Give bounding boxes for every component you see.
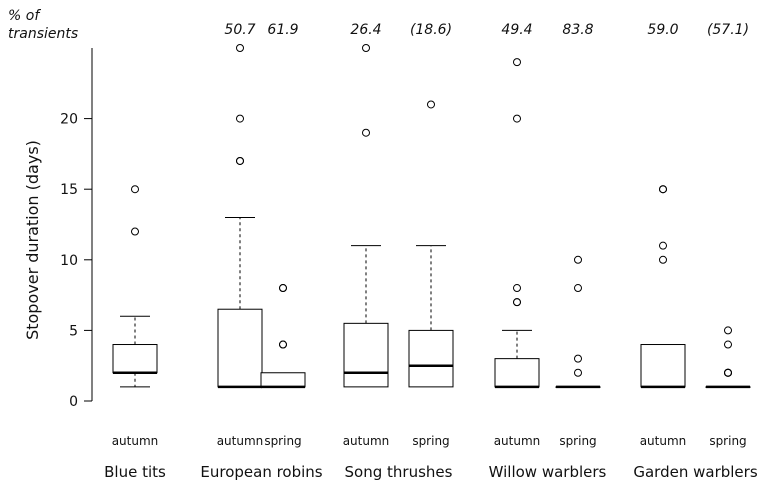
box-iqr — [408, 329, 454, 388]
transients-percent-label: 61.9 — [267, 22, 298, 38]
season-label: autumn — [640, 434, 687, 448]
group-blue-tits: autumn Blue tits — [104, 185, 166, 481]
y-tick-label: 20 — [60, 112, 78, 128]
outlier-point — [236, 44, 244, 52]
outlier-point — [724, 368, 732, 377]
y-tick-label: 15 — [60, 182, 78, 198]
season-label: spring — [559, 434, 596, 448]
outlier-point — [513, 58, 521, 67]
species-label: Willow warblers — [489, 463, 607, 481]
y-tick-label: 0 — [69, 394, 78, 410]
group-willow-warblers: autumn 49.4 spring 83.8 Willow warblers — [489, 22, 607, 481]
transients-header-line1: % of — [8, 8, 41, 24]
species-label: Blue tits — [104, 463, 166, 481]
chart-marks: autumn Blue tits autumn 50.7 spring 61.9 Europ… — [104, 22, 758, 481]
transients-header-line2: transients — [8, 26, 78, 42]
box-iqr — [260, 372, 306, 388]
outlier-point — [131, 227, 139, 236]
outlier-point — [279, 340, 287, 349]
transients-percent-label: 26.4 — [350, 22, 381, 38]
outlier-point — [131, 185, 139, 194]
box-iqr — [112, 344, 158, 374]
transients-percent-label: (18.6) — [410, 22, 452, 38]
transients-percent-label: (57.1) — [707, 22, 749, 38]
outlier-point — [427, 100, 435, 109]
season-label: spring — [412, 434, 449, 448]
transients-percent-label: 83.8 — [562, 22, 593, 38]
outlier-point — [513, 298, 521, 307]
season-label: spring — [709, 434, 746, 448]
outlier-point — [574, 368, 582, 377]
box-iqr — [343, 322, 389, 388]
outlier-point — [574, 255, 582, 264]
transients-percent-label: 59.0 — [647, 22, 678, 38]
species-label: Song thrushes — [345, 463, 453, 481]
outlier-point — [659, 255, 667, 264]
y-axis-label: Stopover duration (days) — [23, 140, 42, 340]
outlier-point — [236, 114, 244, 123]
y-tick-label: 10 — [60, 253, 78, 269]
season-label: spring — [264, 434, 301, 448]
season-label: autumn — [494, 434, 541, 448]
species-label: Garden warblers — [633, 463, 757, 481]
group-garden-warblers: autumn 59.0 spring (57.1) Garden warblers — [633, 22, 757, 481]
outlier-point — [362, 128, 370, 137]
outlier-point — [659, 241, 667, 250]
outlier-point — [724, 340, 732, 349]
group-european-robins: autumn 50.7 spring 61.9 European robins — [200, 22, 322, 481]
box-iqr — [217, 308, 263, 388]
outlier-point — [724, 326, 732, 335]
y-tick-label: 5 — [69, 323, 78, 339]
y-axis-ticks: 0 5 10 15 20 — [60, 112, 92, 410]
outlier-point — [236, 156, 244, 165]
outlier-point — [513, 114, 521, 123]
outlier-point — [659, 185, 667, 194]
transients-percent-label: 49.4 — [501, 22, 532, 38]
outlier-point — [574, 354, 582, 363]
box-iqr — [640, 344, 686, 388]
outlier-point — [362, 44, 370, 52]
season-label: autumn — [112, 434, 159, 448]
box-iqr — [494, 358, 540, 388]
species-label: European robins — [200, 463, 322, 481]
transients-percent-label: 50.7 — [224, 22, 255, 38]
group-song-thrushes: autumn 26.4 spring (18.6) Song thrushes — [343, 22, 454, 481]
season-label: autumn — [343, 434, 390, 448]
outlier-point — [513, 284, 521, 293]
outlier-point — [279, 284, 287, 293]
season-label: autumn — [217, 434, 264, 448]
outlier-point — [574, 284, 582, 293]
